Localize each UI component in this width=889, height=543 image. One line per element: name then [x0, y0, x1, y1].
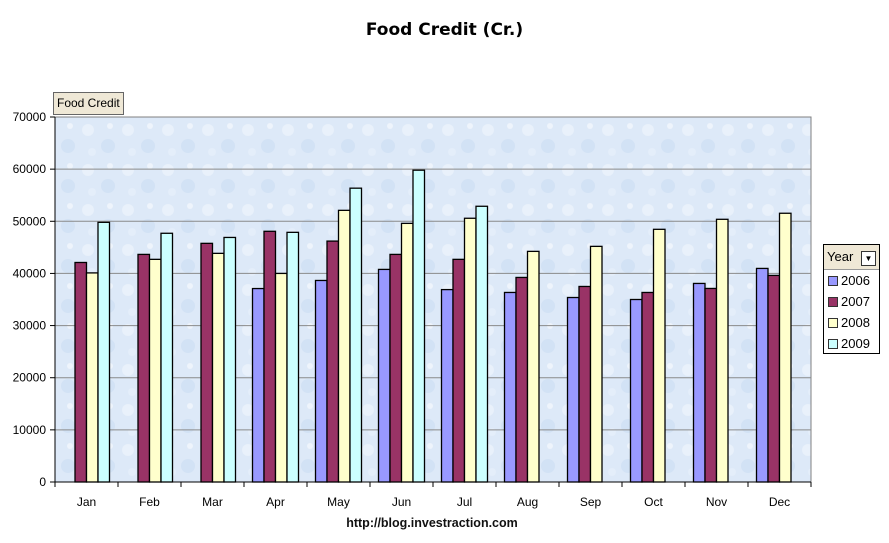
bar-2008-Nov: [715, 218, 729, 483]
bar-2007-Jun: [389, 253, 403, 483]
bar-2006-Dec: [755, 267, 769, 483]
bar-2009-Apr: [286, 231, 300, 483]
legend-item-2008: 2008: [824, 312, 879, 333]
legend-label: 2009: [841, 336, 870, 351]
bar-2008-Feb: [148, 258, 162, 483]
bar-2007-Oct: [641, 291, 655, 483]
bar-2006-Oct: [629, 298, 643, 483]
bar-2009-Jun: [412, 169, 426, 483]
bar-2008-Jun: [400, 222, 414, 483]
legend-swatch: [828, 317, 838, 328]
legend-item-2009: 2009: [824, 333, 879, 354]
x-tick-label: Dec: [769, 495, 790, 509]
legend: Year ▼ 2006 2007 2008 2009: [823, 244, 880, 354]
legend-swatch: [828, 296, 838, 307]
bar-2006-Jun: [377, 268, 391, 483]
y-tick-label: 50000: [13, 214, 47, 228]
bar-2007-Dec: [767, 274, 781, 483]
bar-2008-Jul: [463, 217, 477, 483]
x-tick-label: Sep: [580, 495, 602, 509]
bar-2007-Nov: [704, 287, 718, 483]
bar-2008-Apr: [274, 272, 288, 483]
bar-2007-Jan: [74, 261, 88, 483]
bar-2006-Sep: [566, 296, 580, 483]
bar-2006-Apr: [251, 287, 265, 483]
x-tick-label: Nov: [706, 495, 727, 509]
legend-header[interactable]: Year ▼: [824, 245, 879, 270]
bar-2008-Sep: [589, 245, 603, 483]
y-tick-label: 70000: [13, 110, 47, 124]
dropdown-arrow-icon[interactable]: ▼: [861, 251, 876, 266]
legend-item-2006: 2006: [824, 270, 879, 291]
y-tick-label: 30000: [13, 319, 47, 333]
bar-2006-Jul: [440, 288, 454, 483]
field-button-food-credit[interactable]: Food Credit: [53, 92, 124, 115]
bar-2007-Sep: [578, 285, 592, 483]
bar-2007-Jul: [452, 258, 466, 483]
legend-title: Year: [827, 249, 854, 264]
bar-2008-Aug: [526, 250, 540, 483]
bar-2006-Aug: [503, 291, 517, 483]
bar-2008-Dec: [778, 212, 792, 483]
x-tick-label: Jun: [392, 495, 411, 509]
x-tick-label: Mar: [202, 495, 223, 509]
footer-url: http://blog.investraction.com: [346, 516, 518, 530]
bar-2007-Aug: [515, 276, 529, 483]
bar-2009-May: [349, 187, 363, 483]
x-tick-label: Oct: [644, 495, 663, 509]
bar-2007-Apr: [263, 230, 277, 483]
legend-item-2007: 2007: [824, 291, 879, 312]
bar-2007-Feb: [137, 253, 151, 483]
x-tick-label: Jul: [457, 495, 472, 509]
legend-label: 2007: [841, 294, 870, 309]
legend-swatch: [828, 275, 838, 286]
x-tick-label: Aug: [517, 495, 538, 509]
bar-2008-Mar: [211, 252, 225, 483]
x-tick-label: Jan: [77, 495, 96, 509]
bar-2009-Jan: [97, 221, 111, 483]
legend-label: 2006: [841, 273, 870, 288]
legend-swatch: [828, 338, 838, 349]
bar-2009-Mar: [223, 236, 237, 483]
legend-label: 2008: [841, 315, 870, 330]
bar-2008-Jan: [85, 272, 99, 483]
bar-2007-Mar: [200, 242, 214, 483]
x-tick-label: May: [327, 495, 350, 509]
y-tick-label: 10000: [13, 423, 47, 437]
x-tick-label: Feb: [139, 495, 160, 509]
bar-2008-Oct: [652, 228, 666, 483]
bar-2006-Nov: [692, 282, 706, 483]
x-tick-label: Apr: [266, 495, 285, 509]
y-tick-label: 60000: [13, 162, 47, 176]
y-tick-label: 0: [39, 475, 46, 489]
bar-2009-Jul: [475, 205, 489, 483]
chart-title: Food Credit (Cr.): [365, 20, 524, 40]
bar-2009-Feb: [160, 232, 174, 483]
bar-2006-May: [314, 279, 328, 483]
bar-2007-May: [326, 240, 340, 483]
plot-area: [54, 116, 812, 483]
bar-2008-May: [337, 209, 351, 483]
y-tick-label: 40000: [13, 266, 47, 280]
y-tick-label: 20000: [13, 371, 47, 385]
